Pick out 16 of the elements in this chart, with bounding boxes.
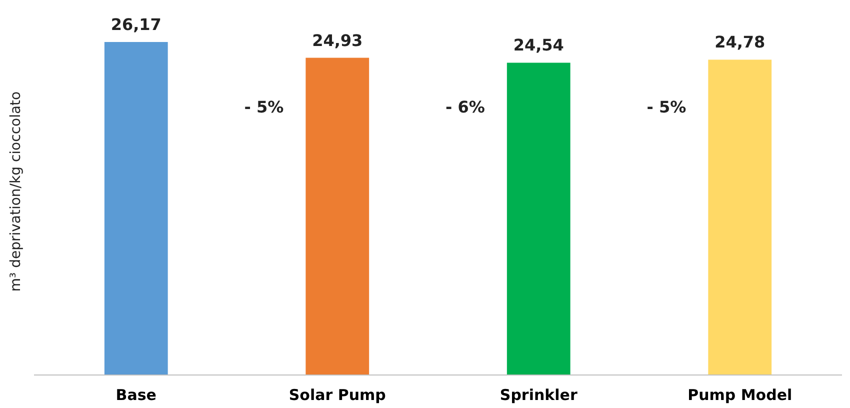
x-tick-label: Base [116, 386, 156, 404]
x-tick-label: Pump Model [688, 386, 792, 404]
data-label: 24,93 [312, 30, 363, 50]
bar [506, 62, 570, 375]
data-label: 24,78 [714, 32, 766, 52]
annotation: - 5% [646, 97, 686, 116]
bar [708, 60, 772, 375]
annotation: - 5% [244, 97, 284, 116]
bar [306, 58, 370, 375]
data-label: 26,17 [110, 15, 162, 34]
data-label: 24,54 [513, 36, 564, 55]
bar [104, 42, 168, 375]
annotation: - 6% [446, 97, 485, 116]
y-axis-title: m³ deprivation/kg cioccolato [8, 91, 24, 292]
x-tick-label: Sprinkler [500, 386, 578, 404]
x-tick-label: Solar Pump [288, 386, 386, 404]
